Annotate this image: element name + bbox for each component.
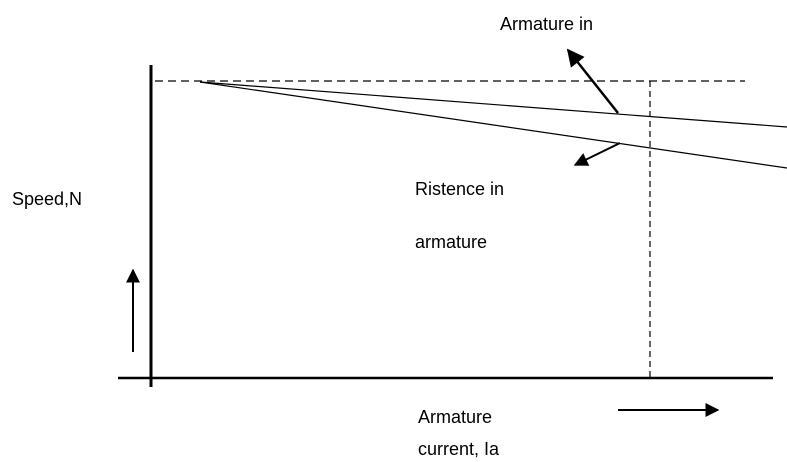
annotation: Ristence in (415, 179, 504, 199)
annotation: armature (415, 232, 487, 252)
characteristic-line (199, 81, 787, 128)
x-axis-label: current, Ia (418, 439, 500, 459)
characteristic-line (199, 81, 787, 169)
x-axis-label: Armature (418, 407, 492, 427)
pointer-arrow (573, 142, 621, 166)
pointer-arrow (566, 48, 619, 114)
y-axis-label: Speed,N (12, 189, 82, 209)
annotation: Armature in (500, 14, 593, 34)
